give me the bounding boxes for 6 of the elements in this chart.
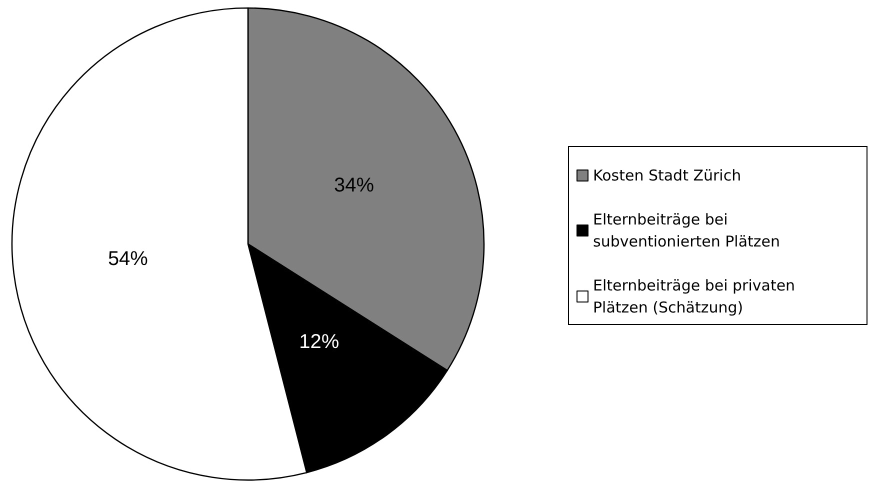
- legend-label: Elternbeiträge bei subventionierten Plätzen: [593, 210, 780, 250]
- legend-label: Kosten Stadt Zürich: [593, 166, 742, 184]
- legend-label: Elternbeiträge bei privaten Plätzen (Schätzung): [593, 276, 800, 316]
- data-label: 12%: [299, 330, 340, 353]
- data-label: 54%: [108, 248, 148, 270]
- data-label: 34%: [334, 174, 374, 197]
